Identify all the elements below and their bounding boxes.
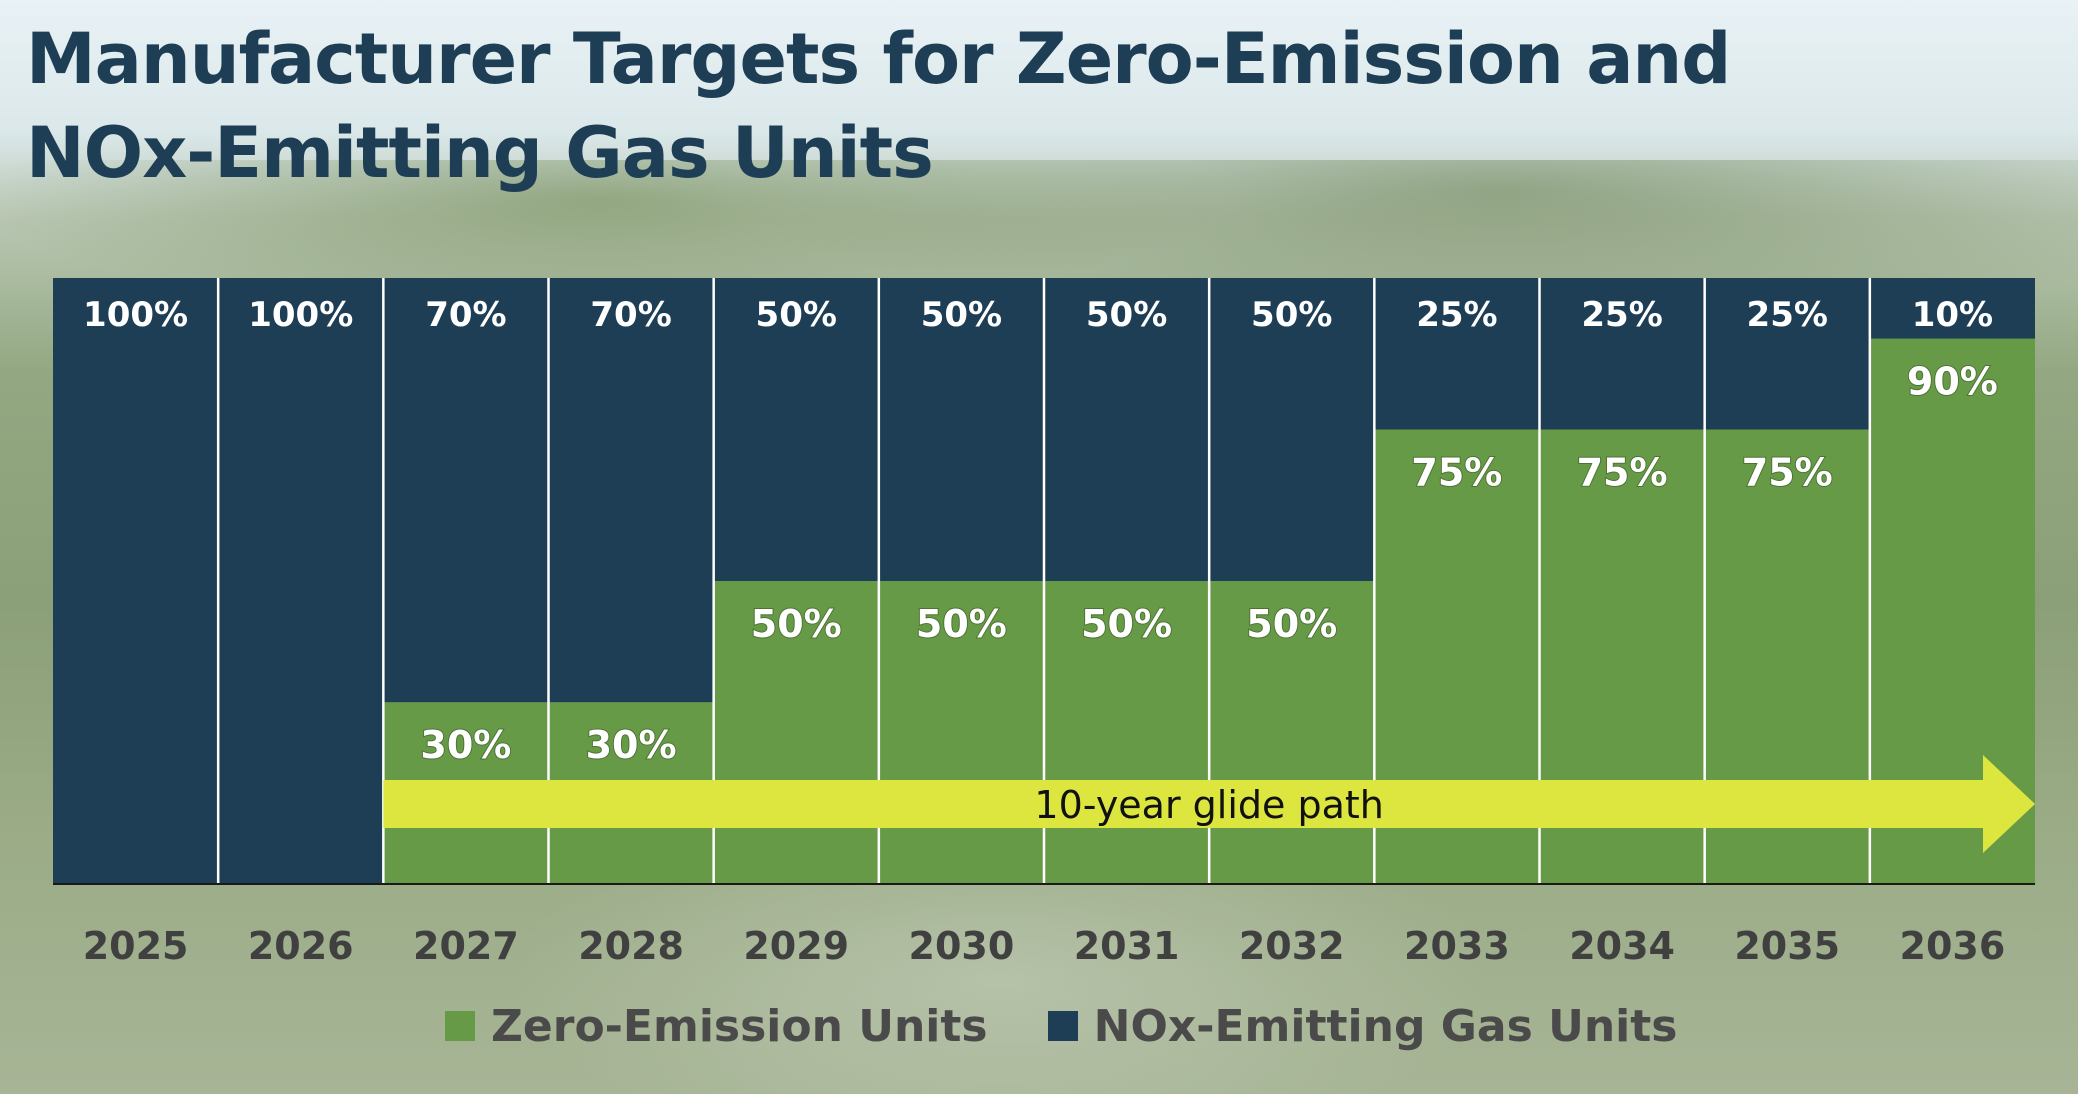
x-tick-label-2027: 2027 [413, 924, 519, 968]
nox-value-label-2026: 100% [248, 295, 353, 335]
zero-value-label-2032: 50% [1246, 602, 1337, 646]
x-tick-label-2032: 2032 [1239, 924, 1345, 968]
bar-nox-emitting-2027 [383, 278, 549, 703]
nox-value-label-2027: 70% [425, 295, 506, 335]
x-tick-label-2031: 2031 [1074, 924, 1180, 968]
zero-value-label-2028: 30% [586, 723, 677, 767]
bar-nox-emitting-2034 [1539, 278, 1705, 430]
legend-swatch-zero-emission [445, 1011, 475, 1041]
glide-path-label: 10-year glide path [1034, 783, 1383, 827]
chart-legend: Zero-Emission Units NOx-Emitting Gas Uni… [445, 996, 1737, 1056]
bar-zero-emission-2030 [878, 581, 1044, 884]
bar-nox-emitting-2033 [1374, 278, 1540, 430]
bar-zero-emission-2032 [1209, 581, 1375, 884]
bar-nox-emitting-2028 [548, 278, 714, 703]
zero-value-label-2033: 75% [1411, 451, 1502, 495]
bar-nox-emitting-2031 [1044, 278, 1210, 581]
zero-value-label-2031: 50% [1081, 602, 1172, 646]
bar-nox-emitting-2036 [1869, 278, 2035, 339]
x-tick-label-2030: 2030 [909, 924, 1015, 968]
x-tick-label-2029: 2029 [743, 924, 849, 968]
bar-zero-emission-2031 [1044, 581, 1210, 884]
zero-value-label-2029: 50% [751, 602, 842, 646]
nox-value-label-2032: 50% [1251, 295, 1332, 335]
x-tick-label-2028: 2028 [578, 924, 684, 968]
bar-nox-emitting-2026 [218, 278, 384, 884]
zero-value-label-2027: 30% [420, 723, 511, 767]
x-tick-label-2026: 2026 [248, 924, 354, 968]
zero-value-label-2030: 50% [916, 602, 1007, 646]
legend-item-nox-emitting: NOx-Emitting Gas Units [1047, 1000, 1678, 1052]
legend-label-zero-emission: Zero-Emission Units [491, 1000, 988, 1052]
nox-value-label-2025: 100% [83, 295, 188, 335]
nox-value-label-2029: 50% [756, 295, 837, 335]
bar-nox-emitting-2032 [1209, 278, 1375, 581]
legend-item-zero-emission: Zero-Emission Units [445, 1001, 988, 1052]
glide-path-arrow [383, 755, 2035, 853]
x-tick-label-2035: 2035 [1734, 924, 1840, 968]
nox-value-label-2028: 70% [590, 295, 671, 335]
legend-label-nox-emitting: NOx-Emitting Gas Units [1093, 1000, 1678, 1052]
nox-value-label-2034: 25% [1581, 295, 1662, 335]
x-tick-label-2033: 2033 [1404, 924, 1510, 968]
nox-value-label-2036: 10% [1912, 295, 1993, 335]
bar-nox-emitting-2030 [878, 278, 1044, 581]
x-tick-label-2025: 2025 [83, 924, 189, 968]
zero-value-label-2035: 75% [1742, 451, 1833, 495]
nox-value-label-2035: 25% [1747, 295, 1828, 335]
nox-value-label-2033: 25% [1416, 295, 1497, 335]
zero-value-label-2036: 90% [1907, 360, 1998, 404]
nox-value-label-2031: 50% [1086, 295, 1167, 335]
zero-value-label-2034: 75% [1577, 451, 1668, 495]
page-title: Manufacturer Targets for Zero-Emission a… [26, 18, 1731, 194]
x-tick-label-2036: 2036 [1900, 924, 2006, 968]
bar-nox-emitting-2025 [53, 278, 219, 884]
x-tick-label-2034: 2034 [1569, 924, 1675, 968]
bar-nox-emitting-2029 [713, 278, 879, 581]
nox-value-label-2030: 50% [921, 295, 1002, 335]
bar-zero-emission-2029 [713, 581, 879, 884]
legend-swatch-nox-emitting [1047, 1011, 1078, 1041]
bar-nox-emitting-2035 [1704, 278, 1870, 430]
